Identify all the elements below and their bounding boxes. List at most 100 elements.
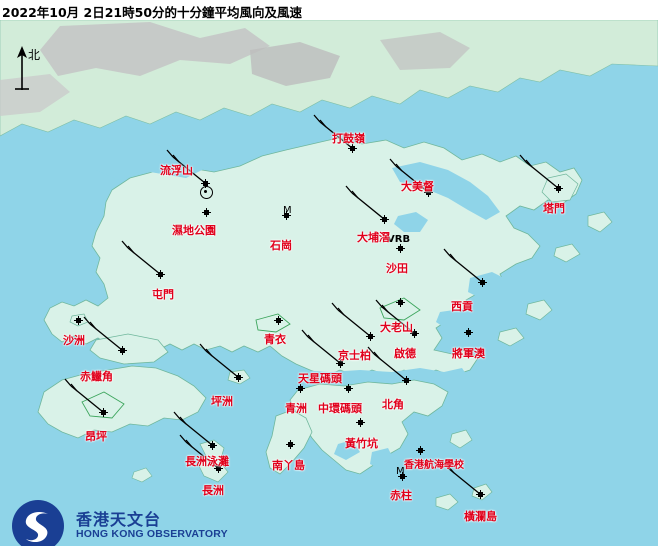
station-label: 長洲 — [202, 484, 224, 497]
station-dot-icon — [274, 316, 283, 325]
station-label: 啟德 — [394, 347, 416, 360]
station-label: 將軍澳 — [452, 347, 485, 360]
station-dot-icon — [74, 316, 83, 325]
station-dot-icon — [348, 144, 357, 153]
port-shelter — [436, 308, 484, 332]
station-label: 青衣 — [264, 333, 286, 346]
station-dot-icon — [478, 278, 487, 287]
wind-barb-icon — [199, 343, 239, 378]
station-dot-icon — [396, 298, 405, 307]
wind-barb-icon — [64, 378, 104, 413]
station-label: 黃竹坑 — [345, 437, 378, 450]
station-label: 天星碼頭 — [298, 372, 342, 385]
wetland-park-marker — [200, 186, 213, 199]
station-dot-icon — [336, 359, 345, 368]
station-label: 北角 — [382, 398, 404, 411]
wind-barb-icon — [301, 329, 341, 364]
station-dot-icon — [202, 208, 211, 217]
station-label: 屯門 — [152, 288, 174, 301]
wind-barb-icon — [345, 185, 385, 220]
island-ne-small-2 — [553, 243, 581, 263]
station-label: 塔門 — [543, 202, 565, 215]
station-dot-icon — [99, 408, 108, 417]
north-arrow-icon — [15, 46, 29, 90]
hko-logo: 香港天文台 HONG KONG OBSERVATORY — [10, 498, 250, 546]
deep-bay — [96, 140, 206, 180]
station-dot-icon — [424, 188, 433, 197]
north-label: 北 — [28, 48, 41, 62]
station-dot-icon — [554, 184, 563, 193]
station-dot-icon — [296, 384, 305, 393]
wind-barb-icon — [166, 149, 206, 184]
station-label: 青洲 — [285, 402, 307, 415]
country-park-outline-1 — [81, 391, 125, 419]
station-dot-icon — [398, 472, 407, 481]
station-dot-icon — [344, 384, 353, 393]
wind-barb-icon — [83, 316, 123, 351]
landmass-hong-kong-island — [289, 379, 449, 475]
urban-area-shenzhen-4 — [380, 32, 470, 70]
wind-barb-icon — [441, 460, 481, 495]
island-sai-kung-outer — [525, 299, 553, 321]
wind-barb-icon — [331, 302, 371, 337]
wind-barb-icon — [179, 434, 219, 469]
logo-english-text: HONG KONG OBSERVATORY — [76, 528, 228, 540]
station-dot-icon — [402, 376, 411, 385]
station-label: 大老山 — [380, 321, 413, 334]
wind-barb-icon — [173, 411, 213, 446]
landmass-chek-lap-kok — [89, 333, 169, 365]
wind-barb-icon — [375, 299, 415, 334]
station-label: 赤鱲角 — [80, 370, 113, 383]
logo-chinese-text: 香港天文台 — [76, 510, 162, 529]
station-dot-icon — [464, 328, 473, 337]
island-sai-kung-outer-2 — [497, 327, 525, 347]
urban-area-shenzhen — [40, 22, 270, 76]
station-label: 橫瀾島 — [464, 510, 497, 523]
annotation-vrb: VRB — [387, 234, 411, 245]
station-label: 長洲泳灘 — [185, 455, 229, 468]
hko-logo-icon — [12, 500, 64, 546]
station-label: 濕地公園 — [172, 224, 216, 237]
station-label: 香港航海學校 — [404, 460, 464, 471]
urban-area-shenzhen-3 — [0, 74, 70, 116]
hong-kong-wind-map: 北 VRB M M 打鼓嶺 流浮山 濕地公園 大美督 塔門 石崗 大埔滘 沙田 屯門 西貢 沙洲 赤鱲… — [0, 20, 658, 546]
station-label: 南丫島 — [272, 459, 305, 472]
station-dot-icon — [366, 332, 375, 341]
station-dot-icon — [208, 441, 217, 450]
station-label: 石崗 — [270, 239, 292, 252]
station-label: 沙田 — [386, 262, 408, 275]
station-dot-icon — [201, 179, 210, 188]
station-dot-icon — [214, 464, 223, 473]
station-dot-icon — [156, 270, 165, 279]
wind-barb-icon — [367, 346, 407, 381]
page-title: 2022年10月 2日21時50分的十分鐘平均風向及風速 — [2, 5, 303, 20]
island-po-toi — [435, 493, 459, 511]
annotation-m-stanley: M — [396, 466, 405, 477]
island-tung-lung — [449, 429, 473, 449]
wind-barb-icon — [121, 240, 161, 275]
island-soko — [131, 467, 153, 483]
wind-barb-icon — [313, 114, 353, 149]
island-cheung-chau — [197, 439, 229, 483]
station-label: 赤柱 — [390, 489, 412, 502]
stanley-bay-notch — [370, 448, 394, 470]
station-dot-icon — [118, 346, 127, 355]
wind-barb-icon — [443, 248, 483, 283]
station-label: 京士柏 — [338, 349, 371, 362]
station-label: 大埔滘 — [357, 231, 390, 244]
station-dot-icon — [416, 446, 425, 455]
urban-area-shenzhen-2 — [250, 42, 340, 86]
annotation-m-shek-kong: M — [283, 205, 292, 216]
station-dot-icon — [396, 244, 405, 253]
repulse-bay-notch — [334, 440, 360, 460]
station-label: 沙洲 — [63, 334, 85, 347]
station-label: 昂坪 — [85, 430, 107, 443]
station-dot-icon — [356, 418, 365, 427]
country-park-outline-3 — [255, 313, 291, 333]
station-label: 中環碼頭 — [318, 402, 362, 415]
tolo-harbour — [392, 162, 500, 220]
station-dot-icon — [380, 215, 389, 224]
map-graphic — [0, 20, 658, 546]
station-label: 西貢 — [451, 300, 473, 313]
sha-tin-inlet — [394, 212, 428, 232]
